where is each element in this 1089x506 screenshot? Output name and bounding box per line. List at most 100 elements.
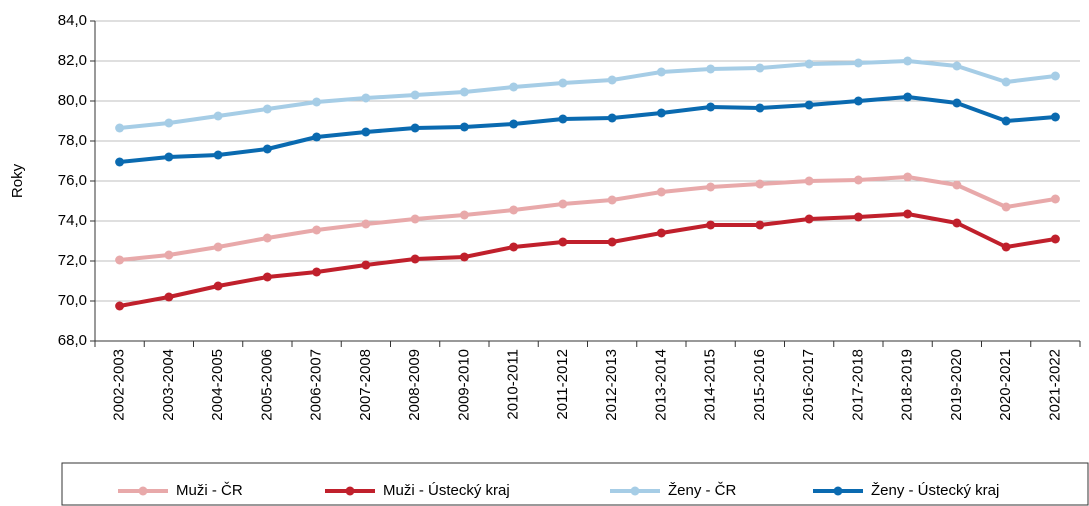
legend-marker	[345, 486, 355, 496]
data-point	[509, 242, 519, 252]
data-point	[755, 220, 765, 230]
series-line	[119, 95, 1056, 164]
y-tick-label: 84,0	[58, 12, 87, 29]
data-point	[410, 214, 420, 224]
x-tick-label: 2003-2004	[160, 349, 177, 421]
data-point	[804, 176, 814, 186]
data-point	[262, 272, 272, 282]
y-tick-label: 78,0	[58, 132, 87, 149]
x-tick-label: 2017-2018	[849, 349, 866, 421]
data-point	[903, 209, 913, 219]
data-point	[115, 301, 125, 311]
data-point	[1050, 194, 1060, 204]
data-point	[1001, 116, 1011, 126]
data-point	[952, 218, 962, 228]
data-point	[361, 93, 371, 103]
data-point	[558, 237, 568, 247]
x-tick-label: 2008-2009	[406, 349, 423, 421]
data-point	[1050, 112, 1060, 122]
legend-marker	[630, 486, 640, 496]
x-tick-label: 2019-2020	[948, 349, 965, 421]
x-tick-label: 2016-2017	[800, 349, 817, 421]
data-point	[903, 172, 913, 182]
data-point	[558, 114, 568, 124]
data-point	[607, 195, 617, 205]
data-point	[558, 199, 568, 209]
x-tick-label: 2006-2007	[308, 349, 325, 421]
x-tick-label: 2011-2012	[554, 349, 571, 420]
x-tick-label: 2007-2008	[357, 349, 374, 421]
y-tick-label: 68,0	[58, 332, 87, 349]
x-tick-label: 2002-2003	[111, 349, 128, 421]
data-point	[410, 90, 420, 100]
data-point	[262, 104, 272, 114]
data-point	[213, 281, 223, 291]
y-tick-label: 76,0	[58, 172, 87, 189]
data-point	[312, 132, 322, 142]
data-point	[952, 180, 962, 190]
data-point	[1001, 202, 1011, 212]
data-point	[410, 123, 420, 133]
y-tick-label: 72,0	[58, 252, 87, 269]
data-point	[656, 228, 666, 238]
data-point	[804, 59, 814, 69]
data-point	[459, 252, 469, 262]
x-tick-label: 2005-2006	[258, 349, 275, 421]
data-point	[164, 250, 174, 260]
data-point	[1050, 71, 1060, 81]
x-tick-label: 2015-2016	[751, 349, 768, 421]
data-point	[115, 255, 125, 265]
x-tick-label: 2013-2014	[652, 349, 669, 421]
data-point	[706, 220, 716, 230]
data-point	[459, 122, 469, 132]
data-point	[656, 67, 666, 77]
x-tick-label: 2021-2022	[1046, 349, 1063, 421]
x-tick-label: 2009-2010	[455, 349, 472, 421]
data-point	[755, 63, 765, 73]
data-point	[853, 96, 863, 106]
legend-label: Muži - ČR	[176, 482, 243, 499]
data-point	[952, 98, 962, 108]
series-line	[119, 212, 1056, 308]
series-line	[119, 59, 1056, 130]
data-point	[804, 214, 814, 224]
x-tick-label: 2010-2011	[505, 349, 522, 420]
y-axis-label: Roky	[9, 163, 26, 198]
series-line	[119, 175, 1056, 262]
x-tick-label: 2018-2019	[899, 349, 916, 421]
data-point	[164, 292, 174, 302]
data-point	[509, 119, 519, 129]
legend-marker	[138, 486, 148, 496]
x-tick-label: 2014-2015	[702, 349, 719, 421]
y-tick-label: 80,0	[58, 92, 87, 109]
data-point	[312, 267, 322, 277]
legend-box	[61, 462, 1089, 506]
data-point	[410, 254, 420, 264]
data-point	[952, 61, 962, 71]
data-point	[115, 157, 125, 167]
x-tick-label: 2020-2021	[997, 349, 1014, 421]
data-point	[509, 205, 519, 215]
data-point	[903, 92, 913, 102]
data-point	[459, 87, 469, 97]
data-point	[755, 179, 765, 189]
data-point	[1050, 234, 1060, 244]
data-point	[706, 182, 716, 192]
data-point	[312, 225, 322, 235]
data-point	[706, 64, 716, 74]
data-point	[164, 118, 174, 128]
data-point	[706, 102, 716, 112]
data-point	[262, 144, 272, 154]
data-point	[164, 152, 174, 162]
data-point	[115, 123, 125, 133]
data-point	[755, 103, 765, 113]
legend-label: Ženy - Ústecký kraj	[871, 482, 999, 499]
data-point	[213, 150, 223, 160]
data-point	[656, 108, 666, 118]
data-point	[558, 78, 568, 88]
data-point	[509, 82, 519, 92]
data-point	[459, 210, 469, 220]
y-tick-label: 82,0	[58, 52, 87, 69]
data-point	[804, 100, 814, 110]
data-point	[361, 219, 371, 229]
